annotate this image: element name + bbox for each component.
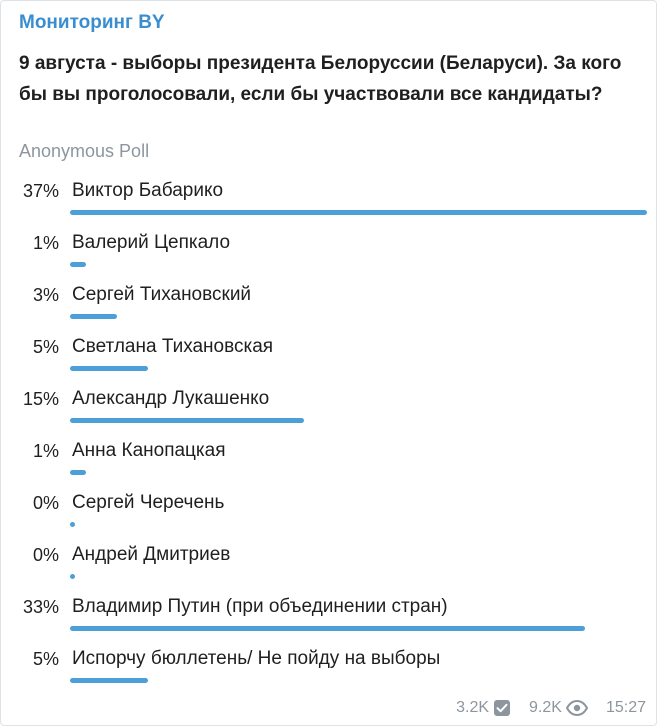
option-label: Испорчу бюллетень/ Не пойду на выборы bbox=[72, 648, 441, 669]
option-result-bar bbox=[70, 314, 117, 319]
poll-option[interactable]: 5% Светлана Тихановская bbox=[1, 333, 657, 385]
option-label: Светлана Тихановская bbox=[72, 336, 274, 357]
message-time: 15:27 bbox=[605, 699, 646, 716]
option-label: Виктор Бабарико bbox=[72, 180, 224, 201]
poll-option[interactable]: 5% Испорчу бюллетень/ Не пойду на выборы bbox=[1, 645, 657, 697]
poll-option[interactable]: 37% Виктор Бабарико bbox=[1, 177, 657, 229]
option-result-bar bbox=[70, 210, 647, 215]
poll-option[interactable]: 1% Анна Канопацкая bbox=[1, 437, 657, 489]
poll-option[interactable]: 3% Сергей Тихановский bbox=[1, 281, 657, 333]
option-result-bar bbox=[70, 626, 585, 631]
eye-icon bbox=[565, 700, 588, 716]
option-label: Александр Лукашенко bbox=[72, 388, 270, 409]
option-label: Сергей Тихановский bbox=[72, 284, 252, 305]
option-percent: 0% bbox=[32, 493, 59, 513]
votes-count[interactable]: 3.2K bbox=[456, 699, 490, 716]
option-label: Валерий Цепкало bbox=[72, 232, 231, 253]
option-percent: 3% bbox=[32, 285, 59, 305]
option-percent: 0% bbox=[32, 545, 59, 565]
poll-options-list: 37% Виктор Бабарико 1% Валерий Цепкало 3… bbox=[1, 177, 657, 697]
option-percent: 37% bbox=[22, 181, 59, 201]
option-percent: 33% bbox=[22, 597, 59, 617]
poll-option[interactable]: 0% Сергей Черечень bbox=[1, 489, 657, 541]
option-result-bar bbox=[70, 522, 75, 527]
option-label: Сергей Черечень bbox=[72, 492, 225, 513]
option-result-bar bbox=[70, 366, 148, 371]
option-result-bar bbox=[70, 262, 86, 267]
option-percent: 1% bbox=[32, 233, 59, 253]
option-result-bar bbox=[70, 678, 148, 683]
poll-question: 9 августа - выборы президента Белоруссии… bbox=[19, 53, 622, 105]
checkbox-icon bbox=[493, 699, 511, 717]
poll-type-label: Anonymous Poll bbox=[19, 141, 150, 161]
option-label: Анна Канопацкая bbox=[72, 440, 226, 461]
poll-option[interactable]: 15% Александр Лукашенко bbox=[1, 385, 657, 437]
option-result-bar bbox=[70, 470, 86, 475]
channel-name[interactable]: Мониторинг BY bbox=[19, 12, 165, 33]
message-meta: 3.2K 9.2K 15:27 bbox=[456, 699, 646, 717]
option-result-bar bbox=[70, 418, 304, 423]
option-percent: 15% bbox=[22, 389, 59, 409]
option-label: Андрей Дмитриев bbox=[72, 544, 231, 565]
option-percent: 5% bbox=[32, 649, 59, 669]
option-percent: 1% bbox=[32, 441, 59, 461]
option-label: Владимир Путин (при объединении стран) bbox=[72, 596, 448, 617]
poll-option[interactable]: 33% Владимир Путин (при объединении стра… bbox=[1, 593, 657, 645]
poll-option[interactable]: 1% Валерий Цепкало bbox=[1, 229, 657, 281]
option-percent: 5% bbox=[32, 337, 59, 357]
views-count: 9.2K bbox=[529, 699, 562, 716]
option-result-bar bbox=[70, 574, 75, 579]
poll-option[interactable]: 0% Андрей Дмитриев bbox=[1, 541, 657, 593]
